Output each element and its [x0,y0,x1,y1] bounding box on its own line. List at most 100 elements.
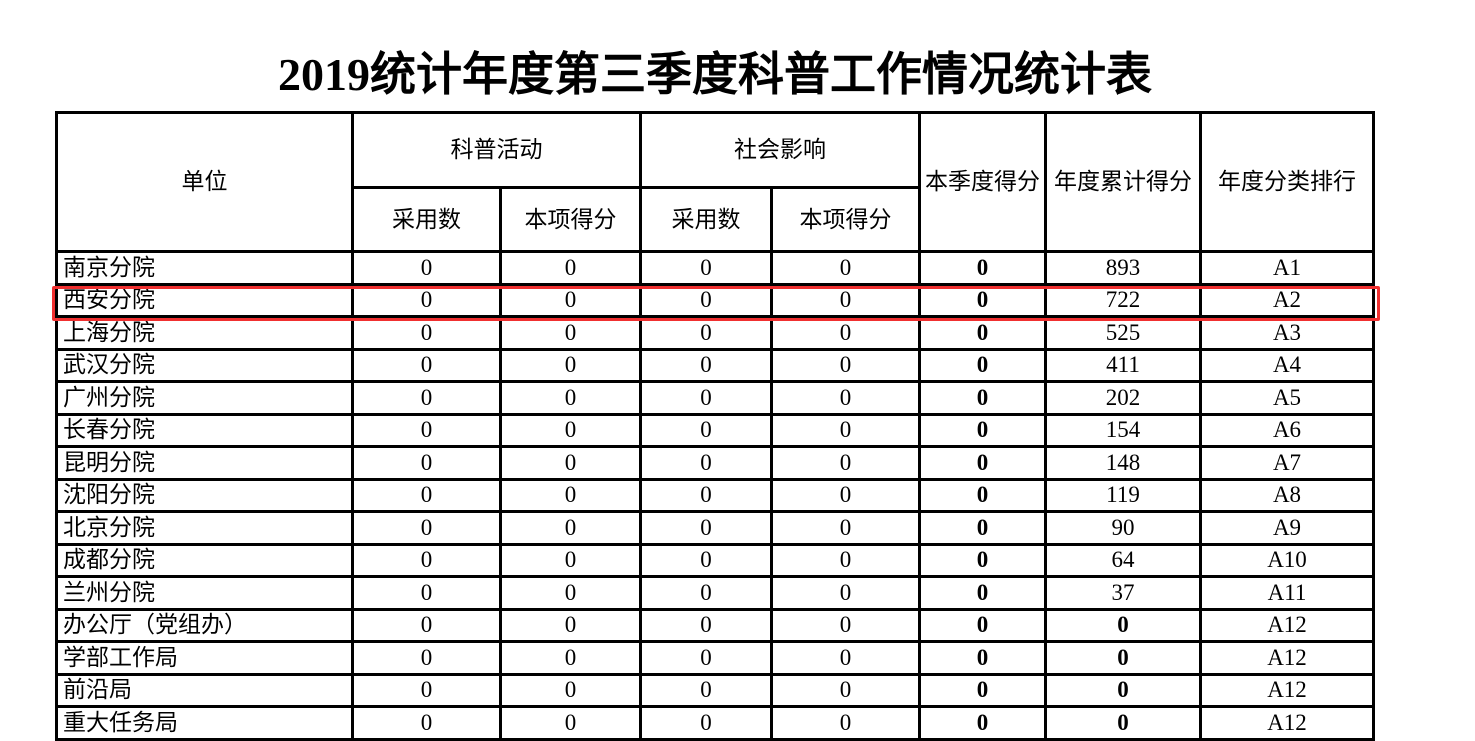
header-social-impact: 社会影响 [639,111,921,189]
quarter-score-cell: 0 [918,672,1047,708]
item-score-1-cell: 0 [499,672,642,708]
unit-cell: 北京分院 [55,510,354,546]
item-score-2-cell: 0 [770,705,921,741]
unit-cell: 上海分院 [55,315,354,351]
adopted-2-cell: 0 [639,705,773,741]
annual-total-cell: 119 [1044,477,1202,513]
adopted-1-cell: 0 [351,607,502,643]
adopted-2-cell: 0 [639,510,773,546]
adopted-2-cell: 0 [639,250,773,286]
adopted-1-cell: 0 [351,477,502,513]
annual-total-cell: 525 [1044,315,1202,351]
item-score-1-cell: 0 [499,412,642,448]
quarter-score-cell: 0 [918,575,1047,611]
header-unit: 单位 [55,111,354,253]
annual-rank-cell: A12 [1199,640,1375,676]
annual-rank-cell: A9 [1199,510,1375,546]
annual-rank-cell: A12 [1199,672,1375,708]
table-row: 学部工作局 0 0 0 0 0 0 A12 [55,640,1375,676]
item-score-2-cell: 0 [770,380,921,416]
unit-cell: 西安分院 [55,282,354,318]
adopted-2-cell: 0 [639,315,773,351]
adopted-2-cell: 0 [639,672,773,708]
adopted-1-cell: 0 [351,542,502,578]
annual-total-cell: 64 [1044,542,1202,578]
quarter-score-cell: 0 [918,315,1047,351]
table-row: 兰州分院 0 0 0 0 0 37 A11 [55,575,1375,611]
adopted-2-cell: 0 [639,640,773,676]
quarter-score-cell: 0 [918,347,1047,383]
quarter-score-cell: 0 [918,510,1047,546]
unit-cell: 学部工作局 [55,640,354,676]
table-row: 武汉分院 0 0 0 0 0 411 A4 [55,347,1375,383]
adopted-1-cell: 0 [351,347,502,383]
unit-cell: 重大任务局 [55,705,354,741]
annual-rank-cell: A6 [1199,412,1375,448]
unit-cell: 办公厅（党组办） [55,607,354,643]
table-row: 长春分院 0 0 0 0 0 154 A6 [55,412,1375,448]
adopted-1-cell: 0 [351,315,502,351]
adopted-1-cell: 0 [351,640,502,676]
unit-cell: 成都分院 [55,542,354,578]
table-row: 办公厅（党组办） 0 0 0 0 0 0 A12 [55,607,1375,643]
quarter-score-cell: 0 [918,542,1047,578]
annual-total-cell: 0 [1044,672,1202,708]
adopted-2-cell: 0 [639,542,773,578]
annual-total-cell: 148 [1044,445,1202,481]
adopted-1-cell: 0 [351,672,502,708]
item-score-2-cell: 0 [770,672,921,708]
adopted-1-cell: 0 [351,510,502,546]
unit-cell: 南京分院 [55,250,354,286]
unit-cell: 长春分院 [55,412,354,448]
annual-total-cell: 154 [1044,412,1202,448]
item-score-1-cell: 0 [499,380,642,416]
item-score-1-cell: 0 [499,282,642,318]
item-score-2-cell: 0 [770,575,921,611]
item-score-1-cell: 0 [499,445,642,481]
item-score-2-cell: 0 [770,477,921,513]
annual-total-cell: 90 [1044,510,1202,546]
annual-total-cell: 202 [1044,380,1202,416]
adopted-1-cell: 0 [351,380,502,416]
table-row: 西安分院 0 0 0 0 0 722 A2 [55,282,1375,318]
table-row: 上海分院 0 0 0 0 0 525 A3 [55,315,1375,351]
quarter-score-cell: 0 [918,412,1047,448]
adopted-2-cell: 0 [639,380,773,416]
item-score-2-cell: 0 [770,250,921,286]
annual-rank-cell: A2 [1199,282,1375,318]
table-row: 前沿局 0 0 0 0 0 0 A12 [55,672,1375,708]
table-row: 南京分院 0 0 0 0 0 893 A1 [55,250,1375,286]
item-score-2-cell: 0 [770,640,921,676]
quarter-score-cell: 0 [918,640,1047,676]
header-adopted-2: 采用数 [639,186,773,253]
table-row: 昆明分院 0 0 0 0 0 148 A7 [55,445,1375,481]
item-score-1-cell: 0 [499,315,642,351]
annual-rank-cell: A7 [1199,445,1375,481]
quarter-score-cell: 0 [918,250,1047,286]
item-score-2-cell: 0 [770,282,921,318]
annual-total-cell: 411 [1044,347,1202,383]
annual-rank-cell: A12 [1199,705,1375,741]
quarter-score-cell: 0 [918,445,1047,481]
adopted-2-cell: 0 [639,347,773,383]
annual-rank-cell: A3 [1199,315,1375,351]
quarter-score-cell: 0 [918,705,1047,741]
header-adopted-1: 采用数 [351,186,502,253]
item-score-1-cell: 0 [499,705,642,741]
annual-rank-cell: A5 [1199,380,1375,416]
adopted-2-cell: 0 [639,575,773,611]
table-row: 成都分院 0 0 0 0 0 64 A10 [55,542,1375,578]
annual-total-cell: 722 [1044,282,1202,318]
item-score-2-cell: 0 [770,315,921,351]
annual-total-cell: 37 [1044,575,1202,611]
header-item-score-2: 本项得分 [770,186,921,253]
unit-cell: 广州分院 [55,380,354,416]
quarter-score-cell: 0 [918,282,1047,318]
table-row: 北京分院 0 0 0 0 0 90 A9 [55,510,1375,546]
annual-total-cell: 0 [1044,705,1202,741]
unit-cell: 兰州分院 [55,575,354,611]
item-score-1-cell: 0 [499,607,642,643]
header-quarter-score: 本季度得分 [918,111,1047,253]
quarter-score-cell: 0 [918,477,1047,513]
item-score-2-cell: 0 [770,542,921,578]
